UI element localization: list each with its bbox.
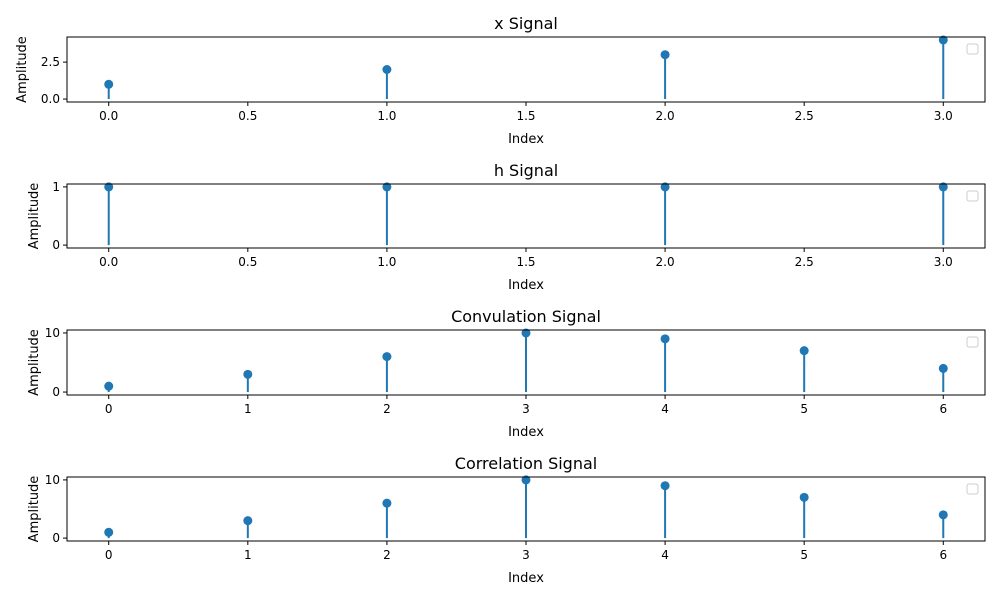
y-tick-label: 0 <box>52 385 60 399</box>
y-tick-label: 0 <box>52 531 60 545</box>
stem-marker <box>104 79 114 89</box>
x-tick-label: 0.5 <box>238 109 257 123</box>
subplot-title: x Signal <box>494 14 558 33</box>
x-tick-label: 6 <box>939 402 947 416</box>
x-tick-label: 2.5 <box>795 255 814 269</box>
stem-marker <box>243 369 253 379</box>
x-tick-label: 3 <box>522 402 530 416</box>
x-tick-label: 1.0 <box>377 255 396 269</box>
x-tick-label: 4 <box>661 548 669 562</box>
x-tick-label: 0.0 <box>99 109 118 123</box>
stem-marker <box>104 182 114 192</box>
x-axis-label: Index <box>508 132 544 147</box>
subplot-title: h Signal <box>494 161 558 180</box>
x-tick-label: 0.5 <box>238 255 257 269</box>
x-tick-label: 2.0 <box>656 109 675 123</box>
y-axis-label: Amplitude <box>27 329 42 396</box>
x-axis-label: Index <box>508 278 544 293</box>
x-tick-label: 3.0 <box>934 109 953 123</box>
axes-frame <box>66 183 986 249</box>
y-axis-label: Amplitude <box>27 476 42 543</box>
x-tick-label: 2.0 <box>656 255 675 269</box>
stem-marker <box>104 381 114 391</box>
x-tick-label: 1.0 <box>377 109 396 123</box>
legend-box <box>966 336 979 348</box>
subplot-title: Correlation Signal <box>455 454 597 473</box>
legend-box <box>966 190 979 202</box>
stem-marker <box>382 352 392 362</box>
stem-marker <box>938 510 948 520</box>
x-tick-label: 2 <box>383 548 391 562</box>
y-tick-label: 10 <box>45 473 60 487</box>
y-tick-label: 0.0 <box>41 92 60 106</box>
stem-marker <box>938 35 948 45</box>
x-tick-label: 0 <box>105 402 113 416</box>
x-tick-label: 1 <box>244 402 252 416</box>
legend-box <box>966 483 979 495</box>
subplot-title: Convulation Signal <box>451 307 601 326</box>
stem-marker <box>382 182 392 192</box>
stem-marker <box>382 65 392 74</box>
x-axis-label: Index <box>508 425 544 440</box>
axes-frame <box>66 36 986 103</box>
x-tick-label: 3 <box>522 548 530 562</box>
stem-marker <box>799 492 809 502</box>
x-tick-label: 5 <box>800 548 808 562</box>
y-tick-label: 10 <box>45 326 60 340</box>
stem-marker <box>521 475 531 485</box>
y-tick-label: 0 <box>52 238 60 252</box>
stem-marker <box>660 481 670 491</box>
x-tick-label: 1.5 <box>516 255 535 269</box>
stem-marker <box>938 363 948 373</box>
x-tick-label: 4 <box>661 402 669 416</box>
stem-marker <box>799 346 809 356</box>
subplot-2: h Signal 0.0 0.5 1.0 1.5 2.0 2.5 3.0 0 1 Index Ampl… <box>27 161 986 293</box>
y-tick-label: 1 <box>52 180 60 194</box>
x-tick-label: 6 <box>939 548 947 562</box>
x-tick-label: 2.5 <box>795 109 814 123</box>
subplot-1: x Signal 0.0 0.5 1.0 1.5 2.0 2.5 3.0 0.0 2.5 Index… <box>15 14 986 147</box>
stem-marker <box>660 334 670 344</box>
y-axis-label: Amplitude <box>15 36 30 103</box>
x-tick-label: 0.0 <box>99 255 118 269</box>
stem-marker <box>660 50 670 60</box>
x-tick-label: 3.0 <box>934 255 953 269</box>
stem-marker <box>660 182 670 192</box>
x-axis-label: Index <box>508 571 544 586</box>
subplot-3: Convulation Signal 0 1 2 3 4 5 6 0 10 Index Amplitu… <box>27 307 986 440</box>
stem-marker <box>938 182 948 192</box>
stem-marker <box>521 328 531 338</box>
x-tick-label: 1 <box>244 548 252 562</box>
y-tick-label: 2.5 <box>41 55 60 69</box>
x-tick-label: 5 <box>800 402 808 416</box>
x-tick-label: 0 <box>105 548 113 562</box>
stem-marker <box>104 527 114 537</box>
y-axis-label: Amplitude <box>27 183 42 250</box>
x-tick-label: 2 <box>383 402 391 416</box>
legend-box <box>966 43 979 55</box>
stem-marker <box>382 498 392 508</box>
x-tick-label: 1.5 <box>516 109 535 123</box>
stem-marker <box>243 516 253 526</box>
subplot-4: Correlation Signal 0 1 2 3 4 5 6 0 10 Index Amplitu… <box>27 454 986 586</box>
